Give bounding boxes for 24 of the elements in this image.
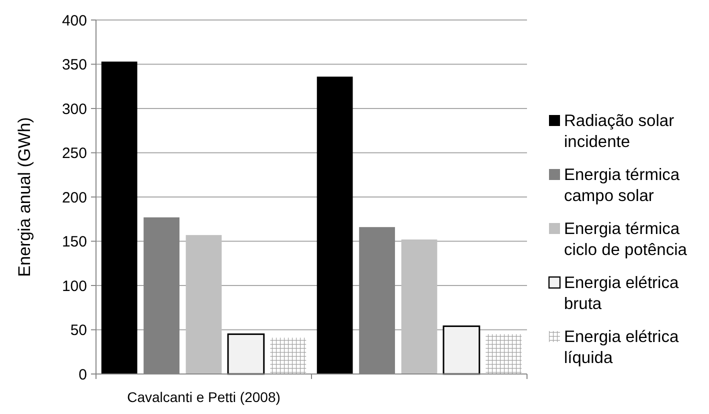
bar [401,239,438,374]
bar [442,325,480,375]
x-tick-label: Cavalcanti e Petti (2008) [127,389,280,405]
bar [186,235,222,374]
y-tick-label: 400 [62,12,87,30]
y-tick-label: 100 [62,278,87,295]
y-tick-label: 200 [62,189,87,206]
legend-label: Energia térmica ciclo de potência [564,220,688,259]
legend-label: Energia térmica campo solar [564,166,680,205]
y-tick-label: 350 [62,56,87,74]
bar [227,333,265,375]
legend-label: Energia elétrica bruta [564,274,680,313]
y-axis-title: Energia anual (GWh) [15,117,34,277]
y-tick-label: 150 [62,234,87,250]
bar [270,338,306,374]
bar [316,76,353,374]
legend-label: Energia elétrica líquida [564,328,680,367]
y-tick-label: 50 [70,322,87,339]
legend-label: Radiação solar incidente [564,112,675,151]
bar [486,334,522,374]
y-tick-label: 0 [78,366,87,384]
bar [101,62,138,374]
y-tick-label: 300 [62,100,87,118]
y-tick-label: 250 [62,145,87,162]
